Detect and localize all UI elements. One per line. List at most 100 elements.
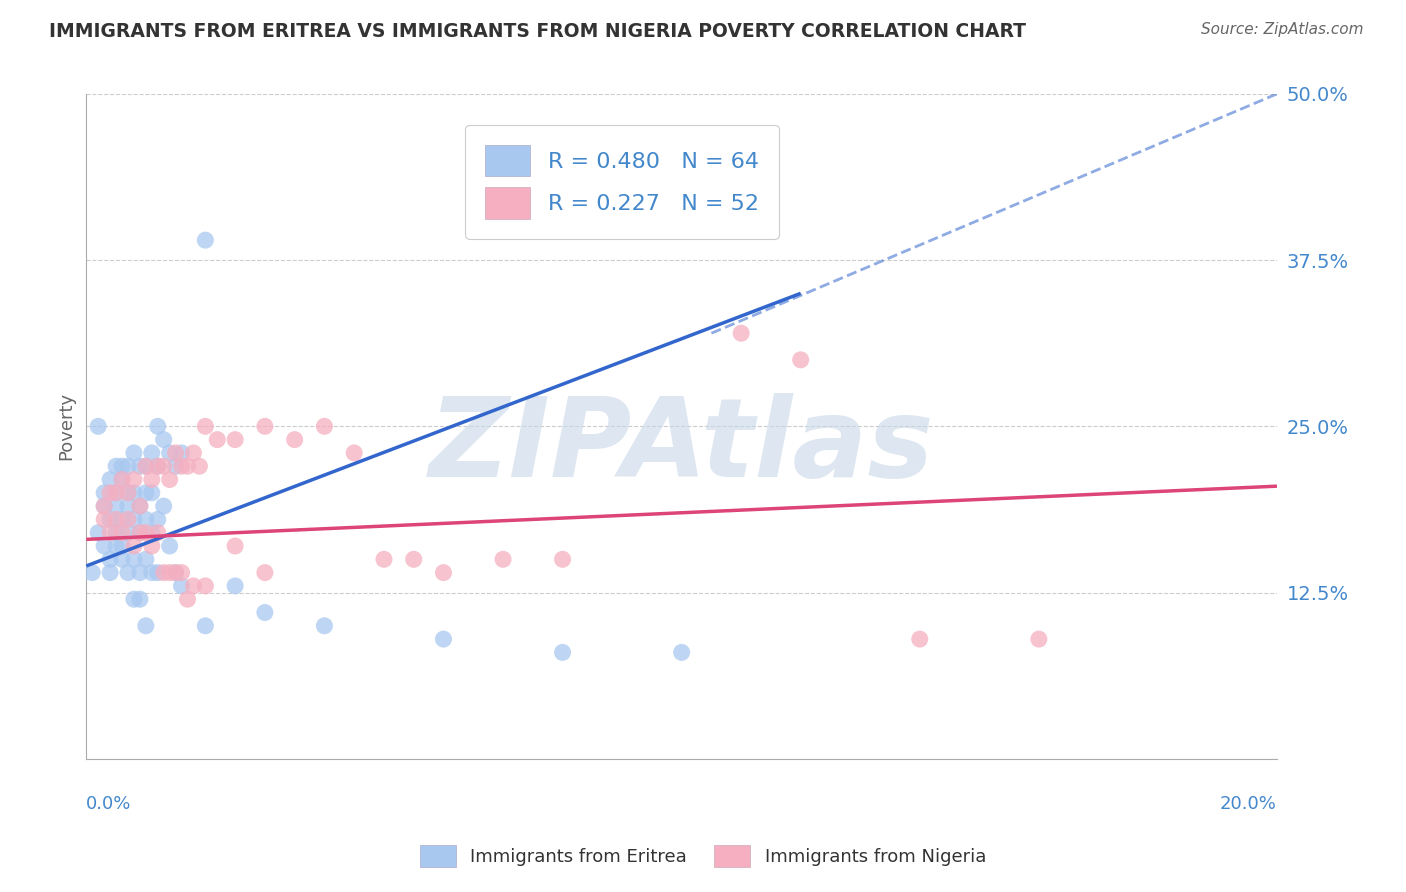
Point (122, 512, 145, 526)
Point (122, 485, 145, 500)
Point (159, 539, 181, 553)
Point (105, 485, 128, 500)
Point (170, 459, 193, 474)
Text: Source: ZipAtlas.com: Source: ZipAtlas.com (1201, 22, 1364, 37)
Point (253, 419, 276, 434)
Point (117, 512, 139, 526)
Point (98, 473, 121, 487)
Point (117, 485, 139, 500)
Point (314, 619, 336, 633)
Point (128, 499, 150, 513)
Point (141, 485, 163, 500)
Point (253, 606, 276, 620)
Point (141, 473, 163, 487)
Point (170, 579, 193, 593)
Point (152, 459, 174, 474)
Point (105, 539, 128, 553)
Legend: Immigrants from Eritrea, Immigrants from Nigeria: Immigrants from Eritrea, Immigrants from… (412, 838, 994, 874)
Point (141, 525, 163, 540)
Text: 20.0%: 20.0% (1220, 796, 1277, 814)
Point (128, 525, 150, 540)
Point (135, 485, 157, 500)
Point (194, 419, 217, 434)
Point (111, 512, 134, 526)
Point (82, 566, 104, 580)
Point (117, 459, 139, 474)
Point (165, 446, 187, 460)
Point (135, 552, 157, 566)
Point (98, 525, 121, 540)
Point (492, 552, 515, 566)
Point (183, 446, 205, 460)
Point (98, 512, 121, 526)
Point (194, 619, 217, 633)
Point (1028, 632, 1050, 646)
Point (183, 579, 205, 593)
Point (93, 512, 115, 526)
Point (128, 525, 150, 540)
Point (122, 592, 145, 607)
Point (146, 459, 169, 474)
Point (224, 579, 246, 593)
Point (98, 566, 121, 580)
Point (165, 459, 187, 474)
Point (135, 459, 157, 474)
Point (194, 579, 217, 593)
Point (551, 645, 574, 659)
Point (402, 552, 425, 566)
Point (165, 566, 187, 580)
Point (432, 566, 454, 580)
Point (146, 512, 169, 526)
Point (93, 539, 115, 553)
Point (159, 566, 181, 580)
Point (135, 525, 157, 540)
Point (224, 433, 246, 447)
Point (111, 473, 134, 487)
Legend: R = 0.480   N = 64, R = 0.227   N = 52: R = 0.480 N = 64, R = 0.227 N = 52 (465, 125, 779, 239)
Point (135, 619, 157, 633)
Point (105, 499, 128, 513)
Point (105, 485, 128, 500)
Text: IMMIGRANTS FROM ERITREA VS IMMIGRANTS FROM NIGERIA POVERTY CORRELATION CHART: IMMIGRANTS FROM ERITREA VS IMMIGRANTS FR… (49, 22, 1026, 41)
Point (176, 459, 198, 474)
Point (253, 566, 276, 580)
Text: ZIPAtlas: ZIPAtlas (429, 392, 935, 500)
Point (176, 592, 198, 607)
Point (146, 459, 169, 474)
Y-axis label: Poverty: Poverty (58, 392, 75, 460)
Point (146, 566, 169, 580)
Point (170, 446, 193, 460)
Point (111, 539, 134, 553)
Point (141, 566, 163, 580)
Point (98, 552, 121, 566)
Point (432, 632, 454, 646)
Point (284, 433, 307, 447)
Point (128, 459, 150, 474)
Point (122, 446, 145, 460)
Point (908, 632, 931, 646)
Text: 0.0%: 0.0% (86, 796, 132, 814)
Point (117, 485, 139, 500)
Point (117, 525, 139, 540)
Point (122, 539, 145, 553)
Point (188, 459, 211, 474)
Point (135, 512, 157, 526)
Point (93, 485, 115, 500)
Point (730, 326, 752, 341)
Point (146, 419, 169, 434)
Point (122, 473, 145, 487)
Point (87, 419, 110, 434)
Point (117, 499, 139, 513)
Point (128, 592, 150, 607)
Point (105, 512, 128, 526)
Point (117, 566, 139, 580)
Point (87, 525, 110, 540)
Point (128, 566, 150, 580)
Point (146, 525, 169, 540)
Point (671, 645, 693, 659)
Point (98, 485, 121, 500)
Point (789, 352, 811, 367)
Point (141, 539, 163, 553)
Point (159, 473, 181, 487)
Point (343, 446, 366, 460)
